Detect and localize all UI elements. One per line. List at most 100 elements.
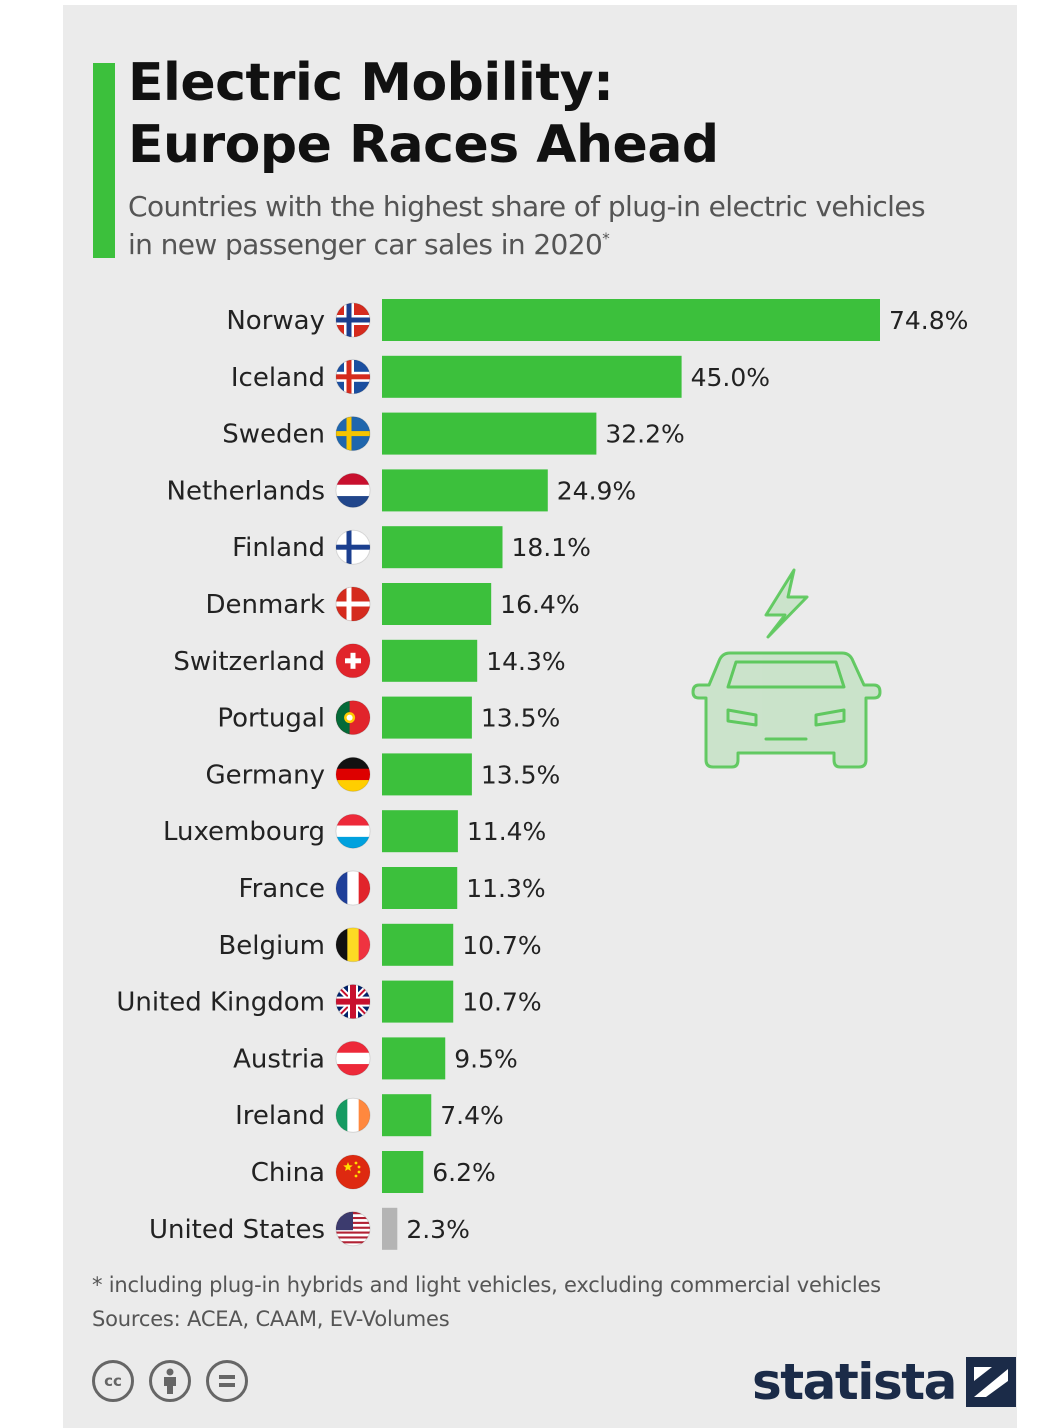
bar <box>382 753 472 796</box>
luxembourg-flag-icon <box>335 813 371 849</box>
title-line-1: Electric Mobility: <box>128 53 614 113</box>
bar <box>382 639 478 682</box>
germany-flag-icon <box>335 756 371 792</box>
footnote-text: * including plug-in hybrids and light ve… <box>92 1273 881 1297</box>
bar <box>382 696 472 739</box>
chart-row: France 11.3% <box>239 867 546 909</box>
chart-row: Portugal 13.5% <box>217 696 560 739</box>
chart-row: Iceland 45.0% <box>231 355 770 398</box>
country-label: United States <box>149 1215 325 1245</box>
norway-flag-icon <box>335 302 371 338</box>
subtitle-line-2-text: in new passenger car sales in 2020 <box>128 228 603 261</box>
chart-row: Sweden 32.2% <box>222 412 685 455</box>
finland-flag-icon <box>335 529 371 565</box>
usa-flag-icon <box>335 1211 371 1247</box>
data-label: 7.4% <box>440 1101 504 1130</box>
data-label: 2.3% <box>406 1215 470 1244</box>
ireland-flag-icon <box>335 1097 371 1133</box>
data-label: 32.2% <box>605 420 684 449</box>
subtitle-line-2: in new passenger car sales in 2020* <box>128 226 1008 264</box>
chart-row: Luxembourg 11.4% <box>163 810 546 853</box>
country-label: Switzerland <box>173 647 325 677</box>
bar-rows: Norway 74.8% Iceland 45.0% Sweden 32.2% Nether… <box>116 299 968 1250</box>
country-label: Finland <box>232 533 325 563</box>
subtitle-line-1: Countries with the highest share of plug… <box>128 190 926 223</box>
iceland-flag-icon <box>335 359 371 395</box>
country-label: China <box>251 1158 325 1188</box>
country-label: Iceland <box>231 363 325 393</box>
chart-subtitle: Countries with the highest share of plug… <box>128 188 1008 264</box>
title-line-2: Europe Races Ahead <box>128 115 719 175</box>
no-derivatives-equals-icon[interactable] <box>206 1360 248 1402</box>
china-flag-icon <box>335 1154 371 1190</box>
bar <box>382 1151 424 1193</box>
country-label: France <box>239 874 325 904</box>
sweden-flag-icon <box>335 416 371 452</box>
chart-row: United Kingdom 10.7% <box>116 980 542 1023</box>
chart-row: Norway 74.8% <box>226 299 968 341</box>
data-label: 13.5% <box>481 704 560 733</box>
bar <box>382 469 548 512</box>
country-label: Germany <box>205 760 325 790</box>
data-label: 74.8% <box>889 306 968 335</box>
chart-row: Austria 9.5% <box>233 1037 518 1080</box>
cc-icon[interactable]: cc <box>92 1360 134 1402</box>
data-label: 13.5% <box>481 760 560 789</box>
country-label: Norway <box>226 306 325 336</box>
denmark-flag-icon <box>335 586 371 622</box>
austria-flag-icon <box>335 1040 371 1076</box>
chart-row: Ireland 7.4% <box>235 1094 504 1137</box>
chart-row: United States 2.3% <box>149 1207 470 1250</box>
footnote-block: * including plug-in hybrids and light ve… <box>92 1268 992 1336</box>
data-label: 18.1% <box>512 533 591 562</box>
country-label: Netherlands <box>167 476 326 506</box>
data-label: 24.9% <box>557 476 636 505</box>
data-label: 9.5% <box>454 1044 518 1073</box>
switzerland-flag-icon <box>335 643 371 679</box>
chart-title: Electric Mobility: Europe Races Ahead <box>128 52 988 176</box>
uk-flag-icon <box>335 984 371 1020</box>
country-label: Austria <box>233 1044 325 1074</box>
chart-row: China 6.2% <box>251 1151 496 1193</box>
country-label: Portugal <box>217 704 325 734</box>
chart-row: Switzerland 14.3% <box>173 639 566 682</box>
bar <box>382 1094 432 1137</box>
chart-row: Belgium 10.7% <box>218 923 542 966</box>
country-label: Belgium <box>218 931 325 961</box>
bar <box>382 526 503 569</box>
belgium-flag-icon <box>335 927 371 963</box>
country-label: Ireland <box>235 1101 325 1131</box>
sources-text: Sources: ACEA, CAAM, EV-Volumes <box>92 1307 450 1331</box>
chart-row: Denmark 16.4% <box>205 583 580 625</box>
bar <box>382 1037 446 1080</box>
data-label: 14.3% <box>486 647 565 676</box>
bar <box>382 412 597 455</box>
subtitle-footnote-marker: * <box>602 229 610 248</box>
bar <box>382 355 682 398</box>
electric-car-lightning-icon <box>691 568 882 769</box>
attribution-person-icon[interactable] <box>149 1360 191 1402</box>
bar <box>382 583 492 625</box>
netherlands-flag-icon <box>335 472 371 508</box>
statista-wordmark: statista <box>752 1353 957 1411</box>
chart-row: Germany 13.5% <box>205 753 560 796</box>
infographic-card <box>63 5 1017 1428</box>
bar <box>382 299 880 341</box>
country-label: Sweden <box>222 420 325 450</box>
data-label: 45.0% <box>691 363 770 392</box>
bar <box>382 867 458 909</box>
title-accent-bar <box>93 63 115 258</box>
bar <box>382 980 454 1023</box>
data-label: 16.4% <box>500 590 579 619</box>
data-label: 10.7% <box>462 988 541 1017</box>
data-label: 11.3% <box>466 874 545 903</box>
bar <box>382 1207 398 1250</box>
portugal-flag-icon <box>335 700 371 736</box>
statista-logo-icon <box>965 1357 1016 1407</box>
bar <box>382 923 454 966</box>
country-label: Luxembourg <box>163 817 325 847</box>
statista-logo[interactable]: statista <box>752 1352 1016 1412</box>
france-flag-icon <box>335 870 371 906</box>
country-label: Denmark <box>205 590 325 620</box>
bar <box>382 810 458 853</box>
